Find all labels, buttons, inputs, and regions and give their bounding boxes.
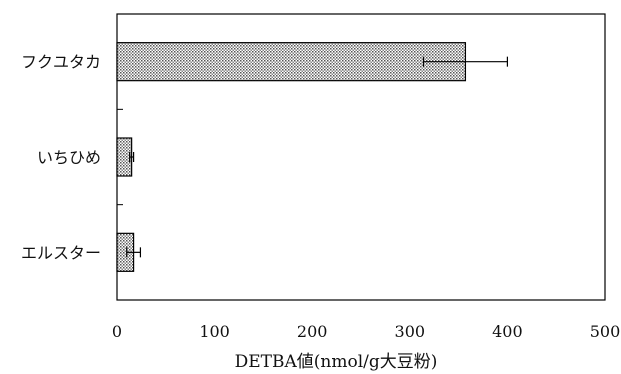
category-label-0: フクユタカ <box>21 53 101 72</box>
x-tick-label-5: 500 <box>590 322 621 341</box>
x-tick-label-4: 400 <box>492 322 523 341</box>
x-tick-label-2: 200 <box>297 322 328 341</box>
bar-0 <box>116 42 467 82</box>
x-axis-label: DETBA値(nmol/g大豆粉) <box>235 352 438 372</box>
x-tick-label-1: 100 <box>199 322 230 341</box>
y-ticks-group <box>117 108 123 206</box>
category-label-2: エルスター <box>21 243 101 262</box>
x-tick-label-3: 300 <box>395 322 426 341</box>
x-tick-label-0: 0 <box>112 322 122 341</box>
error-bars-group <box>126 56 508 258</box>
bars-group <box>116 42 467 272</box>
category-label-1: いちひめ <box>37 148 101 167</box>
x-ticks-group: 0 100 200 300 400 500 <box>112 322 620 341</box>
